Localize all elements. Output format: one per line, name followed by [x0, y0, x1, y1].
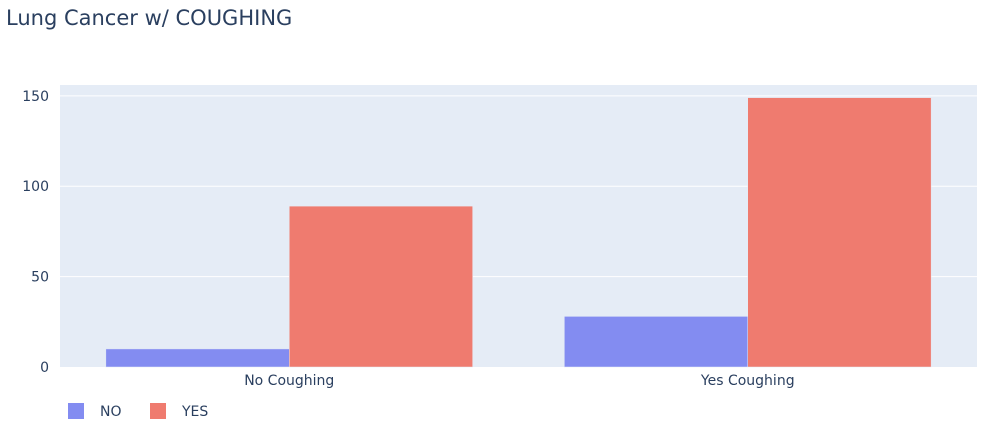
legend[interactable]: NO YES: [68, 403, 208, 420]
y-tick-label: 100: [22, 179, 49, 195]
y-axis-ticks: 0 50 100 150: [22, 89, 49, 376]
chart-title: Lung Cancer w/ COUGHING: [6, 6, 292, 30]
bar-no-yes-coughing[interactable]: [564, 316, 748, 368]
bars: [105, 97, 932, 368]
y-tick-label: 50: [31, 270, 49, 286]
legend-item-yes[interactable]: YES: [150, 403, 208, 420]
y-tick-label: 0: [40, 360, 49, 376]
legend-item-no[interactable]: NO: [68, 403, 122, 420]
bar-no-no-coughing[interactable]: [105, 348, 290, 368]
bar-yes-yes-coughing[interactable]: [747, 97, 932, 368]
x-tick-label: No Coughing: [244, 373, 334, 389]
legend-swatch: [68, 403, 84, 419]
legend-label: YES: [181, 404, 208, 420]
legend-swatch: [150, 403, 166, 419]
bar-yes-no-coughing[interactable]: [289, 205, 473, 368]
x-axis-ticks: No Coughing Yes Coughing: [244, 373, 794, 389]
y-tick-label: 150: [22, 89, 49, 105]
legend-label: NO: [100, 404, 122, 420]
x-tick-label: Yes Coughing: [700, 373, 795, 389]
